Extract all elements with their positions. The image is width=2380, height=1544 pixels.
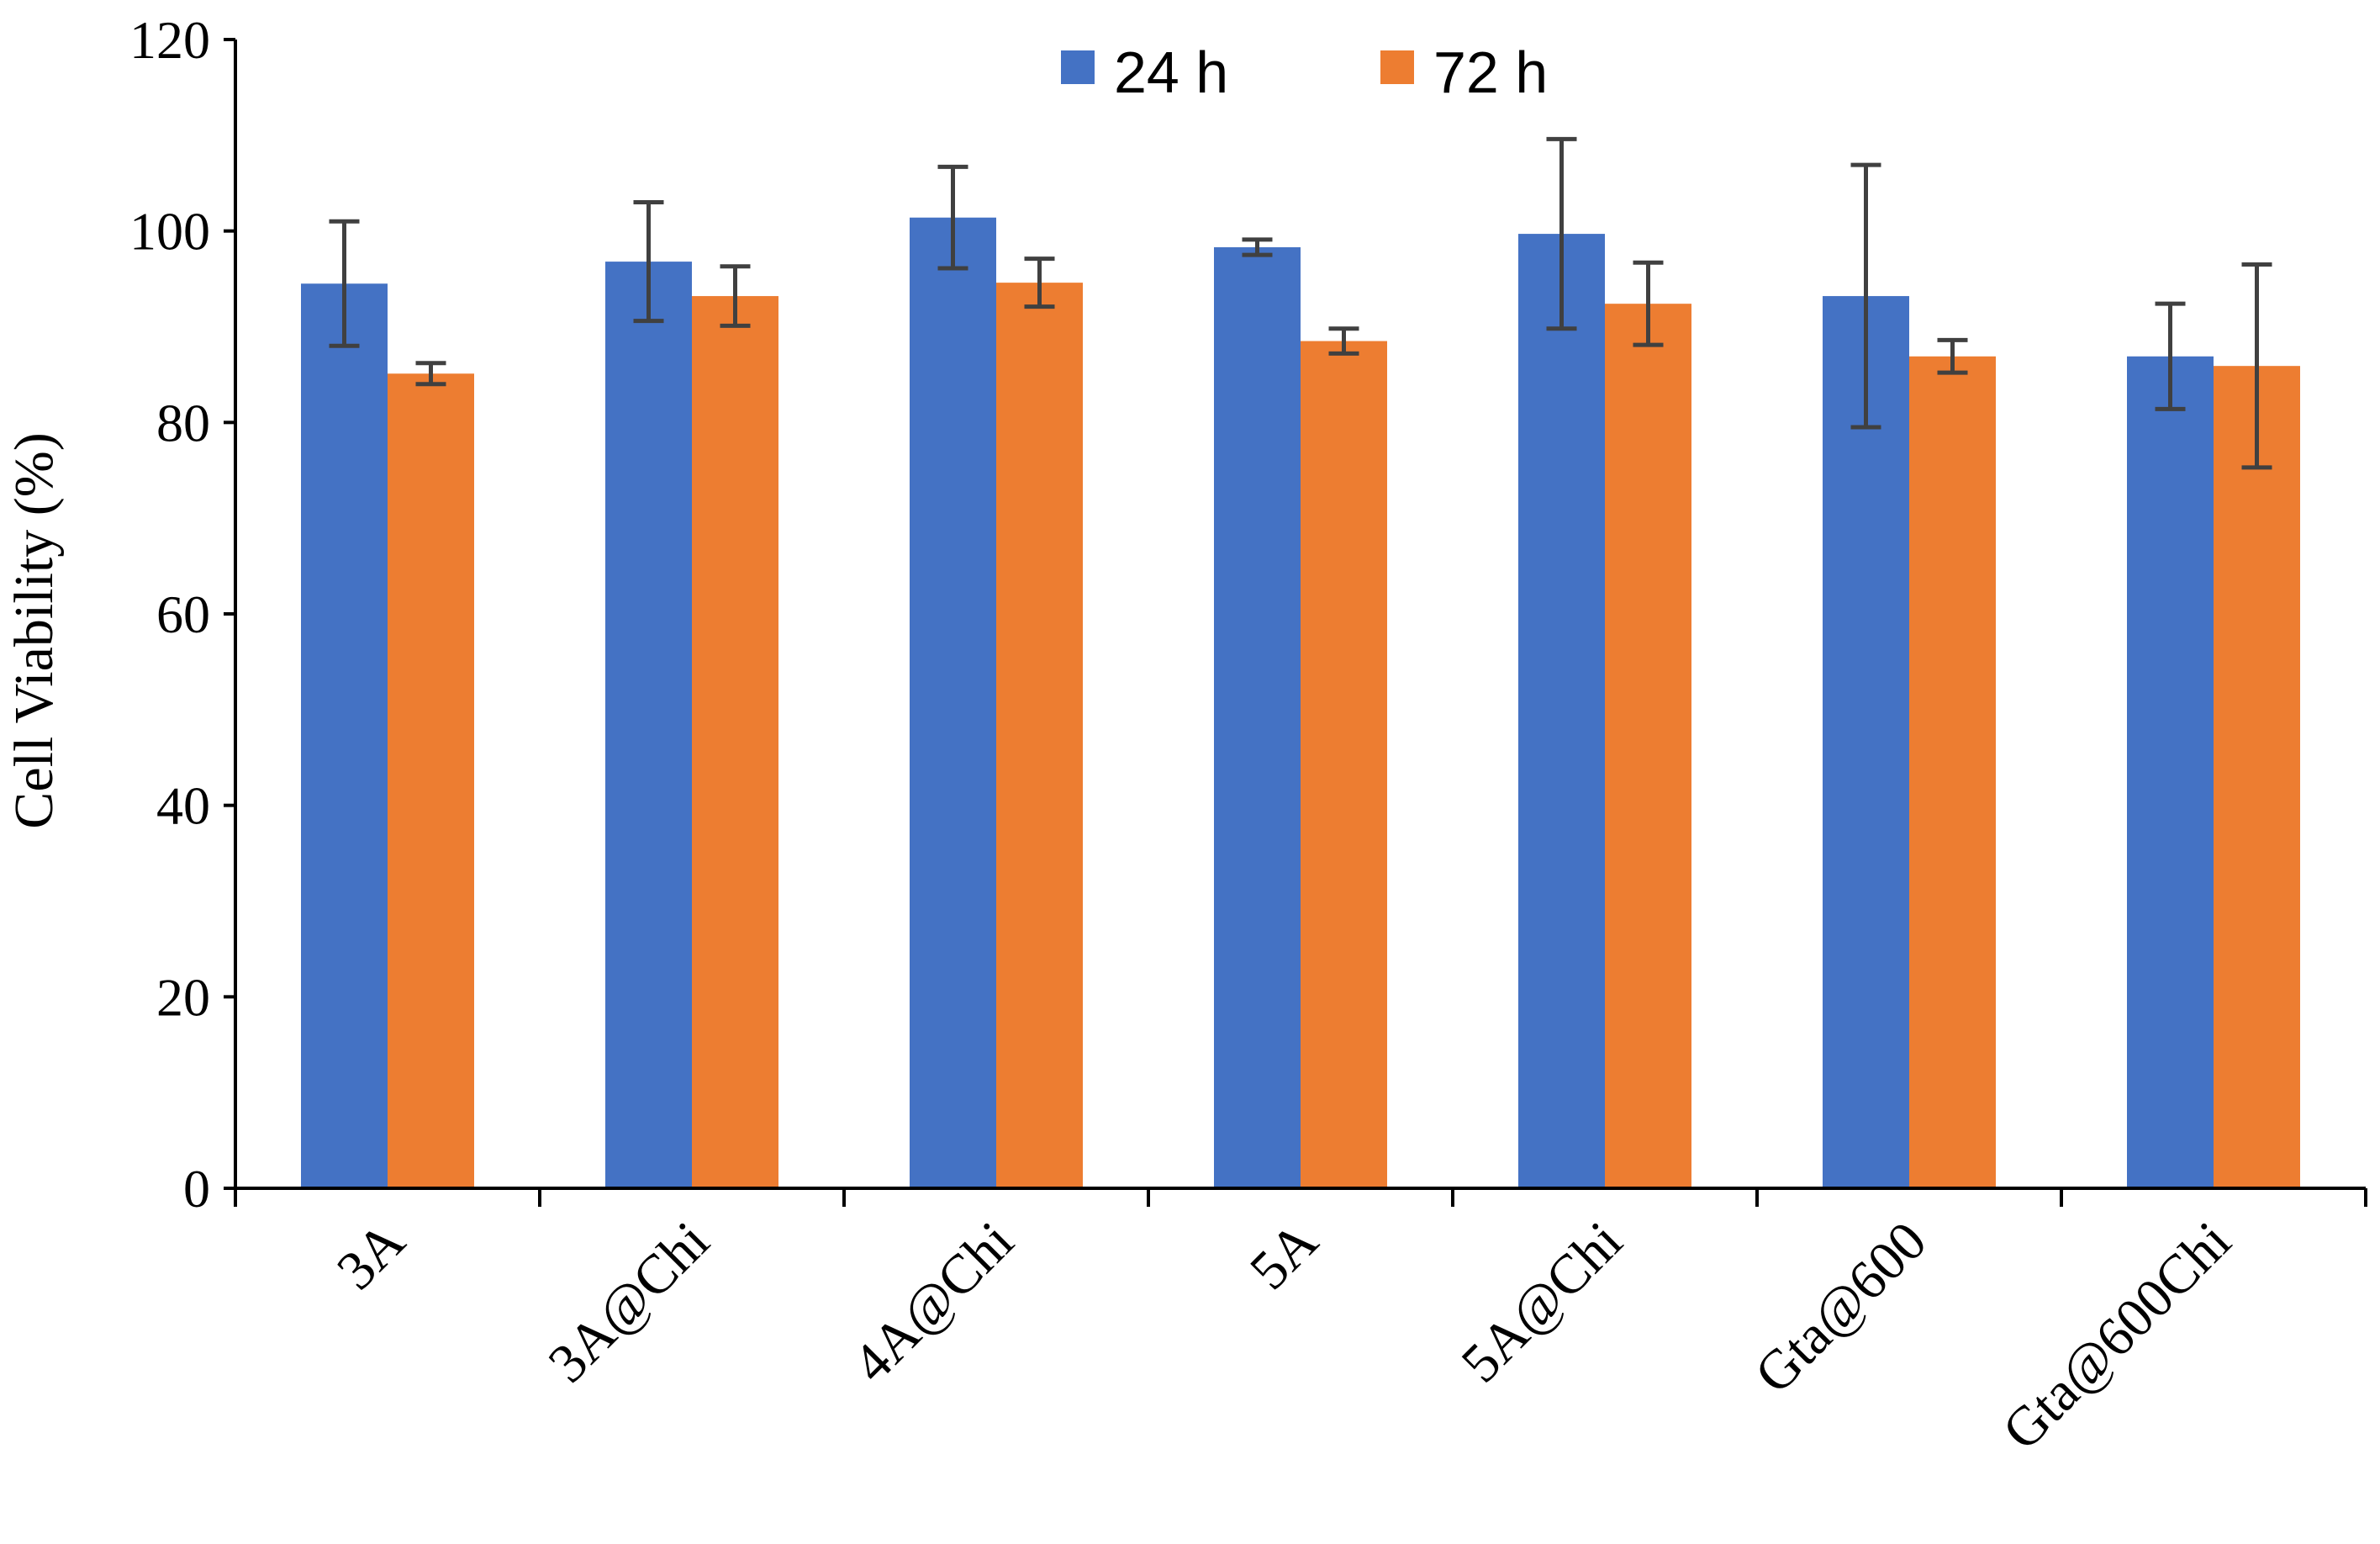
y-tick-label: 100: [129, 202, 210, 262]
error-bar-24h-3A: [329, 219, 360, 348]
legend: 24 h 72 h: [1061, 40, 1548, 105]
bar-24h-4A@Chi: [910, 217, 996, 1189]
error-bar-72h-Gta@600Chi: [2241, 262, 2272, 470]
y-tick-label: 120: [129, 10, 210, 70]
x-tick-label: Gta@600: [1744, 1210, 1939, 1405]
y-tick-label: 60: [156, 584, 210, 644]
error-bar-24h-4A@Chi: [937, 164, 968, 271]
legend-label: 24 h: [1114, 40, 1228, 105]
bar-72h-3A: [388, 373, 474, 1188]
error-bar-72h-5A@Chi: [1633, 260, 1664, 347]
x-tick-label: 3A: [325, 1210, 417, 1302]
y-axis-title: Cell Viability (%): [3, 432, 65, 828]
error-bar-72h-3A: [415, 361, 446, 387]
error-bar-72h-3A@Chi: [720, 264, 751, 328]
legend-item-72h: 72 h: [1380, 40, 1548, 105]
legend-item-24h: 24 h: [1061, 40, 1228, 105]
error-bar-72h-5A: [1328, 326, 1359, 356]
x-tick-label: 4A@Chi: [842, 1210, 1026, 1394]
error-bar-24h-Gta@600Chi: [2155, 301, 2186, 411]
error-bar-72h-4A@Chi: [1024, 256, 1055, 309]
x-tick-label: 3A@Chi: [537, 1210, 721, 1394]
y-tick-label: 40: [156, 776, 210, 836]
error-bar-24h-5A@Chi: [1546, 136, 1577, 331]
legend-swatch: [1380, 50, 1414, 84]
bars-layer: [301, 217, 2300, 1189]
y-tick-label: 20: [156, 967, 210, 1027]
bar-72h-Gta@600: [1909, 356, 1996, 1188]
bar-24h-3A: [301, 283, 388, 1188]
bar-24h-Gta@600: [1823, 296, 1909, 1188]
y-tick-label: 0: [183, 1159, 210, 1219]
error-bar-24h-3A@Chi: [633, 200, 664, 324]
error-bar-24h-Gta@600: [1850, 162, 1881, 430]
bar-24h-Gta@600Chi: [2127, 356, 2214, 1188]
y-tick-label: 80: [156, 393, 210, 452]
x-tick-label: 5A: [1238, 1210, 1330, 1302]
legend-label: 72 h: [1433, 40, 1548, 105]
bar-24h-5A: [1214, 247, 1301, 1189]
bar-72h-4A@Chi: [996, 283, 1083, 1188]
error-bar-72h-Gta@600: [1937, 337, 1968, 375]
error-bars-layer: [329, 136, 2272, 470]
x-tick-label: 5A@Chi: [1450, 1210, 1634, 1394]
legend-swatch: [1061, 50, 1095, 84]
bar-24h-5A@Chi: [1518, 234, 1605, 1188]
bar-72h-5A@Chi: [1605, 304, 1691, 1189]
bar-24h-3A@Chi: [605, 262, 692, 1189]
x-tick-label: Gta@600Chi: [1991, 1210, 2242, 1462]
error-bar-24h-5A: [1242, 237, 1273, 257]
bar-72h-3A@Chi: [692, 296, 778, 1188]
bar-72h-Gta@600Chi: [2214, 366, 2300, 1189]
bar-72h-5A: [1301, 341, 1387, 1188]
